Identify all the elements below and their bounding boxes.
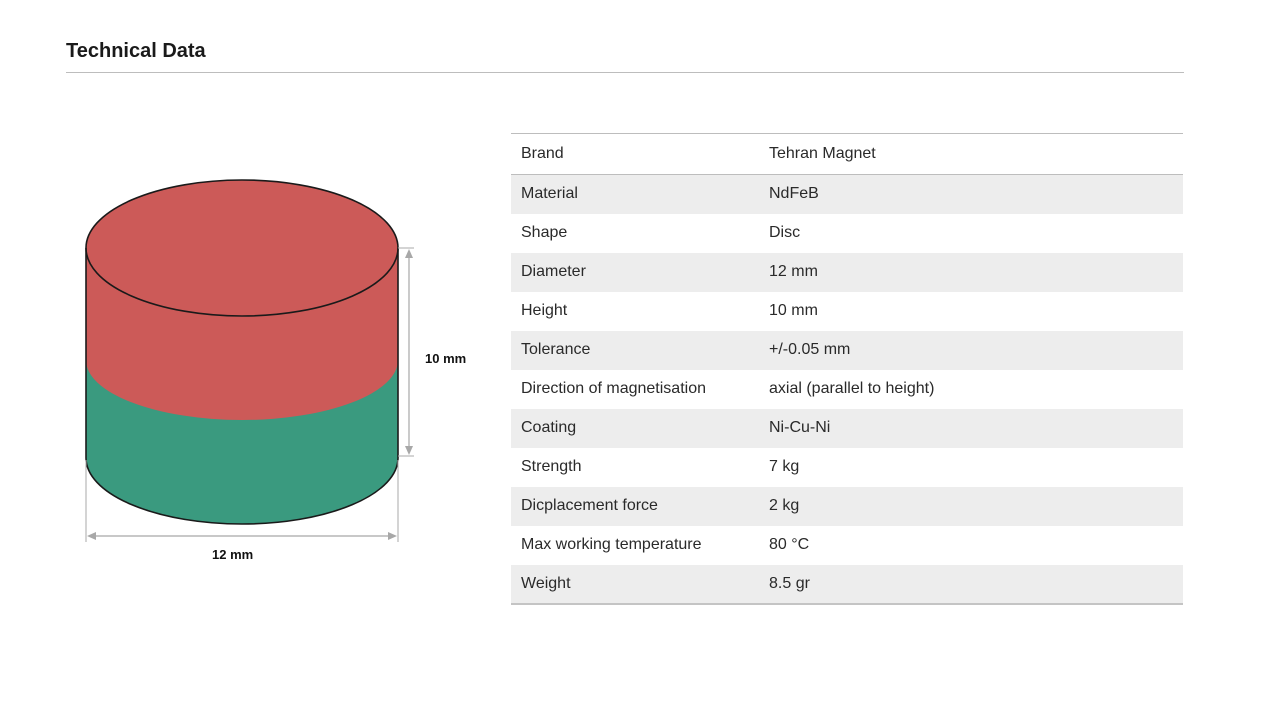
spec-value-shape: Disc	[769, 224, 801, 241]
spec-key-displacement-force: Dicplacement force	[521, 497, 658, 514]
table-row: Diameter 12 mm	[511, 252, 1183, 292]
page-title: Technical Data	[66, 40, 206, 62]
spec-key-height: Height	[521, 302, 568, 319]
magnet-bottom-edge	[85, 457, 399, 525]
spec-key-brand: Brand	[511, 133, 769, 175]
title-divider	[66, 72, 1184, 73]
height-dimension: 10 mm	[398, 247, 466, 457]
spec-value-weight: 8.5 gr	[769, 564, 1183, 605]
magnet-top-face	[85, 179, 399, 317]
spec-key-diameter: Diameter	[521, 263, 586, 280]
table-row: Material NdFeB	[511, 174, 1183, 214]
spec-key-direction: Direction of magnetisation	[521, 380, 706, 397]
table-row: Max working temperature 80 °C	[511, 526, 1183, 565]
table-row: Brand Tehran Magnet	[511, 133, 1183, 175]
table-row: Weight 8.5 gr	[511, 564, 1183, 605]
spec-value-coating: Ni-Cu-Ni	[769, 419, 831, 436]
spec-value-brand: Tehran Magnet	[769, 133, 1183, 175]
diameter-dimension-label: 12 mm	[212, 547, 253, 562]
table-row: Dicplacement force 2 kg	[511, 486, 1183, 526]
spec-key-shape: Shape	[521, 224, 568, 241]
table-row: Strength 7 kg	[511, 448, 1183, 487]
table-row: Height 10 mm	[511, 292, 1183, 331]
height-dimension-label: 10 mm	[425, 351, 466, 366]
spec-key-coating: Coating	[521, 419, 577, 436]
table-row: Direction of magnetisation axial (parall…	[511, 370, 1183, 409]
spec-value-diameter: 12 mm	[769, 263, 818, 280]
spec-key-strength: Strength	[521, 458, 582, 475]
spec-value-direction: axial (parallel to height)	[769, 380, 935, 397]
spec-value-material: NdFeB	[769, 185, 819, 203]
spec-value-height: 10 mm	[769, 302, 818, 319]
spec-value-max-temperature: 80 °C	[769, 536, 810, 553]
spec-table: Brand Tehran Magnet Material NdFeB Shape…	[511, 133, 1183, 605]
spec-key-tolerance: Tolerance	[521, 341, 591, 358]
spec-key-max-temperature: Max working temperature	[521, 536, 702, 553]
spec-key-weight: Weight	[511, 564, 769, 605]
spec-value-displacement-force: 2 kg	[769, 497, 800, 514]
spec-value-tolerance: +/-0.05 mm	[769, 341, 851, 358]
spec-table-body: Brand Tehran Magnet Material NdFeB Shape…	[511, 133, 1183, 605]
table-row: Tolerance +/-0.05 mm	[511, 330, 1183, 370]
diameter-dimension: 12 mm	[85, 460, 399, 562]
table-row: Shape Disc	[511, 214, 1183, 253]
spec-key-material: Material	[521, 185, 578, 203]
table-row: Coating Ni-Cu-Ni	[511, 408, 1183, 448]
spec-value-strength: 7 kg	[769, 458, 800, 475]
magnet-disc-illustration: 10 mm 12 mm	[85, 179, 466, 562]
